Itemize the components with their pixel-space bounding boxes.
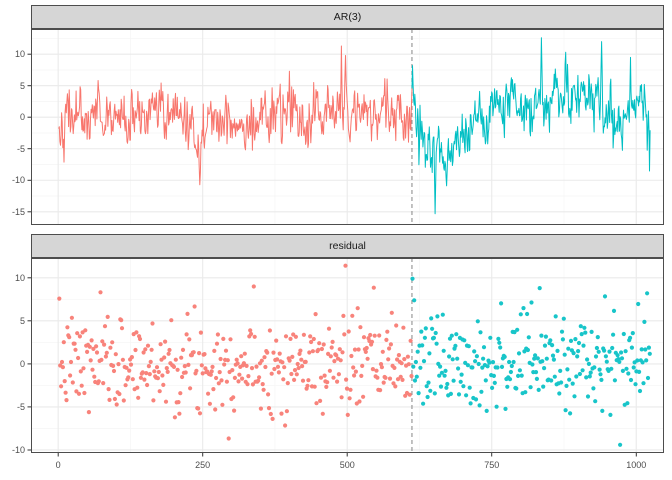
scatter-points-post-break (410, 276, 652, 447)
x-tick-label: 750 (484, 460, 500, 470)
y-tick-label: -5 (16, 401, 25, 412)
facet-strip-residual-label: residual (329, 240, 366, 252)
x-axis-ticks (57, 453, 637, 457)
y-tick-label: 0 (19, 112, 25, 123)
y-axis-ticks (27, 53, 31, 213)
series-line-post-break (411, 37, 651, 215)
y-tick-label: -15 (11, 206, 25, 217)
x-tick-label: 250 (195, 460, 211, 470)
y-tick-label: 10 (14, 272, 25, 283)
y-tick-label: -10 (11, 175, 25, 186)
y-axis-ticks (27, 277, 31, 451)
facet-strip-ar3: AR(3) (31, 5, 664, 29)
y-tick-label: -10 (11, 444, 25, 455)
facet-strip-residual: residual (31, 234, 664, 258)
scatter-points-pre-break (57, 263, 414, 441)
x-tick-label: 0 (55, 460, 61, 470)
y-tick-label: 10 (14, 49, 25, 60)
y-tick-label: -5 (16, 143, 25, 154)
y-tick-label: 5 (19, 80, 25, 91)
series-line-pre-break (58, 45, 413, 186)
y-tick-label: 5 (19, 315, 25, 326)
gridlines-major-layer (31, 258, 664, 453)
x-tick-label: 500 (339, 460, 355, 470)
panel-border (31, 258, 664, 453)
y-tick-label: 0 (19, 358, 25, 369)
facet-strip-ar3-label: AR(3) (333, 11, 362, 23)
panel-border (31, 29, 664, 225)
x-tick-label: 1000 (626, 460, 647, 470)
